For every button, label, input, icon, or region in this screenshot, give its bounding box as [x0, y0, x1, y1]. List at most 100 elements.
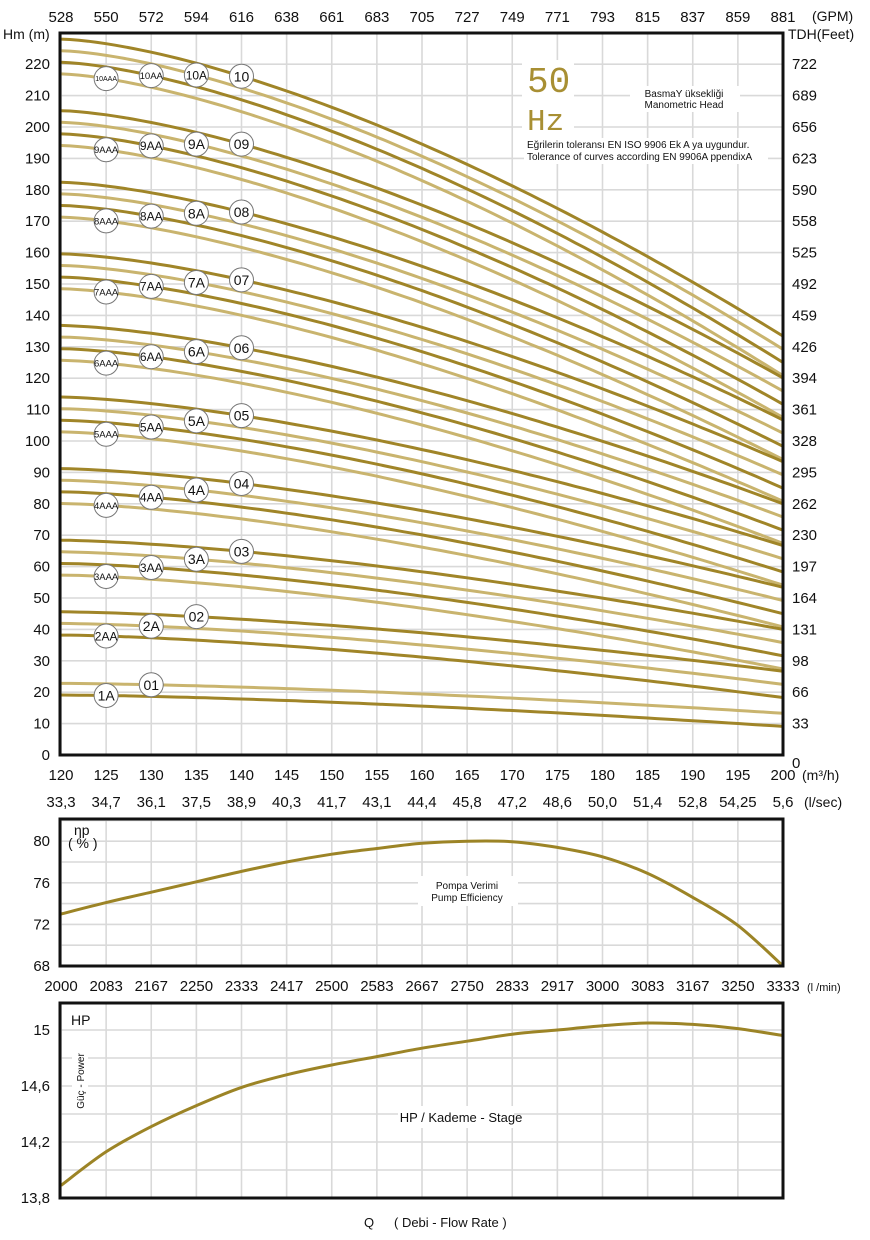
gpm-tick-label: 727 [455, 9, 480, 26]
curve-label-10A: 10A [183, 62, 209, 88]
curve-label-text: 5AA [140, 420, 163, 434]
lmin-tick-label: 3333 [766, 978, 799, 995]
power-y-tick: 14,2 [21, 1134, 50, 1151]
head-curve-8AAA [60, 215, 784, 461]
x-tick-label: 150 [319, 767, 344, 784]
curve-label-circle [183, 200, 209, 226]
lsec-tick-label: 34,7 [92, 794, 121, 811]
curve-label-circle [183, 339, 209, 365]
head-curve-08 [60, 180, 784, 422]
efficiency-ylabel: ηp [74, 822, 90, 838]
head-curve-01 [61, 681, 784, 715]
curve-label-08: 08 [229, 199, 254, 225]
head-curve-3AA [60, 562, 784, 658]
curve-label-circle [183, 477, 209, 503]
lsec-tick-label: 44,4 [407, 794, 436, 811]
feet-tick-label: 328 [792, 433, 817, 450]
curve-label-4AAA: 4AAA [93, 492, 119, 518]
curve-label-circle [138, 63, 164, 89]
curve-label-7AA: 7AA [138, 273, 164, 299]
gpm-tick-label: 859 [725, 9, 750, 26]
x-tick-label: 190 [680, 767, 705, 784]
lmin-tick-label: 2083 [89, 978, 122, 995]
lmin-tick-label: 3000 [586, 978, 619, 995]
curve-label-text: 7A [188, 275, 206, 291]
curve-label-circle [93, 137, 119, 163]
curve-label-text: 5AAA [94, 430, 119, 441]
head-curve-4AA [60, 490, 784, 616]
curve-label-circle [229, 538, 254, 564]
head-curve-9AA [60, 132, 784, 406]
curve-label-circle [138, 484, 164, 510]
head-curve-10AAA [60, 72, 784, 377]
head-curve-7AAA [60, 287, 784, 503]
curve-label-06: 06 [229, 335, 254, 361]
y-tick-label: 140 [25, 307, 50, 324]
feet-tick-label: 722 [792, 56, 817, 73]
feet-tick-label: 361 [792, 402, 817, 419]
head-curve-10AA [60, 60, 784, 364]
curve-label-text: 1A [98, 688, 116, 704]
head-curve-5AA [60, 418, 784, 574]
curve-label-5A: 5A [183, 408, 209, 434]
efficiency-yunit: ( % ) [68, 835, 98, 851]
feet-tick-label: 492 [792, 276, 817, 293]
head-curve-9A [60, 120, 784, 393]
head-curve-2AA [61, 633, 784, 699]
lmin-tick-label: 3250 [721, 978, 754, 995]
feet-tick-label: 558 [792, 213, 817, 230]
lsec-tick-label: 47,2 [498, 794, 527, 811]
curve-label-10: 10 [229, 63, 254, 89]
head-curve-8A [60, 192, 784, 435]
efficiency-y-tick: 68 [33, 958, 50, 975]
head-curve-9AAA [60, 144, 784, 419]
lsec-tick-label: 33,3 [46, 794, 75, 811]
curve-label-circle [138, 344, 164, 370]
curve-label-text: 6AAA [94, 359, 119, 370]
curve-label-05: 05 [229, 403, 254, 429]
x-tick-label: 185 [635, 767, 660, 784]
curve-label-circle [229, 335, 254, 361]
curve-label-text: 02 [189, 609, 205, 625]
curve-label-text: 9AA [140, 139, 163, 153]
m3h-unit: (m³/h) [802, 767, 839, 783]
lmin-tick-label: 2250 [180, 978, 213, 995]
head-curve-7AA [60, 275, 784, 490]
gpm-tick-label: 572 [139, 9, 164, 26]
efficiency-y-tick: 80 [33, 833, 50, 850]
curve-label-circle [138, 613, 164, 639]
power-side-label: Güç - Power [76, 1053, 87, 1109]
lmin-tick-label: 2750 [450, 978, 483, 995]
curve-label-03: 03 [229, 538, 254, 564]
curve-label-text: 2AA [95, 629, 118, 643]
gpm-tick-label: 705 [409, 9, 434, 26]
x-tick-label: 155 [364, 767, 389, 784]
head-curve-4AAA [60, 502, 784, 629]
curve-label-text: 07 [234, 272, 250, 288]
tolerance-tr: Eğrilerin toleransı EN ISO 9906 Ek A ya … [527, 140, 749, 151]
x-tick-label: 135 [184, 767, 209, 784]
curve-label-circle [93, 492, 119, 518]
head-curve-3A [60, 550, 784, 645]
feet-tick-label: 525 [792, 245, 817, 262]
gpm-tick-label: 815 [635, 9, 660, 26]
feet-tick-label: 164 [792, 590, 817, 607]
curve-label-2AA: 2AA [93, 623, 119, 649]
curve-label-01: 01 [138, 672, 164, 698]
head-curve-4A [60, 478, 784, 602]
gpm-tick-label: 683 [364, 9, 389, 26]
power-y-tick: 14,6 [21, 1078, 50, 1095]
lmin-tick-label: 2417 [270, 978, 303, 995]
lmin-tick-label: 2167 [135, 978, 168, 995]
head-curve-05 [60, 395, 784, 548]
head-curve-6AA [60, 347, 784, 532]
feet-tick-label: 590 [792, 182, 817, 199]
curve-label-text: 8AAA [94, 216, 119, 227]
gpm-tick-label: 616 [229, 9, 254, 26]
curve-label-circle [183, 604, 209, 630]
curve-label-text: 09 [234, 136, 250, 152]
y-axis-left-label: Hm (m) [3, 26, 50, 42]
x-tick-label: 125 [94, 767, 119, 784]
curve-label-circle [183, 62, 209, 88]
head-curve-07 [60, 252, 784, 464]
